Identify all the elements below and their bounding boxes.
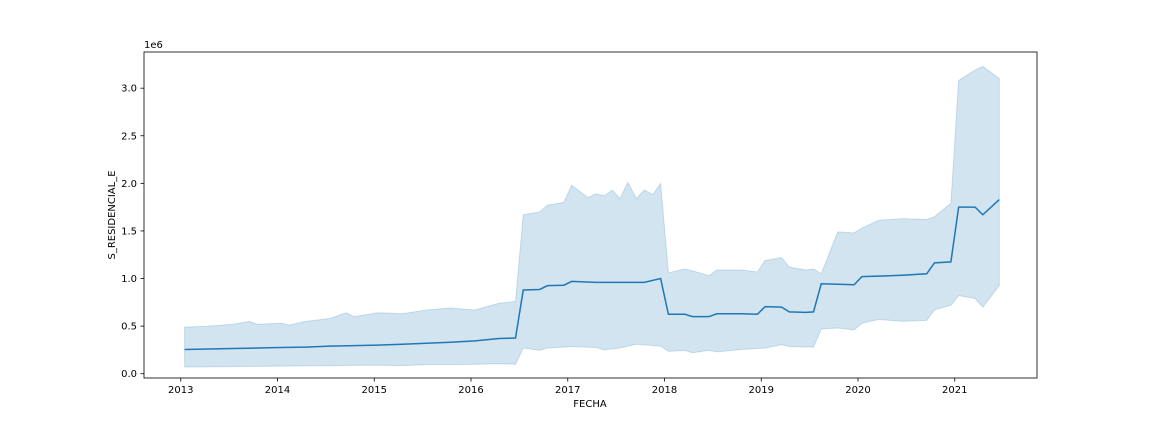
y-tick-label: 0.5 (121, 322, 137, 333)
plot-area (184, 65, 1000, 368)
y-tick-label: 2.0 (121, 179, 137, 190)
x-tick-label: 2016 (458, 385, 483, 396)
mean-line (184, 198, 1000, 351)
y-tick-label: 3.0 (121, 84, 137, 95)
y-offset-label: 1e6 (144, 40, 163, 51)
x-tick-label: 2015 (362, 385, 387, 396)
confidence-band (184, 65, 1000, 368)
y-tick-label: 1.5 (121, 226, 137, 237)
axes-frame (143, 51, 1038, 379)
x-tick-label: 2017 (555, 385, 580, 396)
y-axis-label: S_RESIDENCIAL_E (107, 170, 118, 259)
x-tick-label: 2019 (749, 385, 774, 396)
x-tick-label: 2020 (845, 385, 870, 396)
x-tick-label: 2013 (168, 385, 193, 396)
x-axis: 2013 2014 2015 2016 2017 2018 2019 2020 2021 (168, 378, 967, 396)
x-tick-label: 2021 (942, 385, 967, 396)
x-axis-label: FECHA (573, 399, 607, 410)
y-tick-label: 2.5 (121, 131, 137, 142)
y-tick-label: 0.0 (121, 369, 137, 380)
y-axis: 0.0 0.5 1.0 1.5 2.0 2.5 3.0 (121, 84, 144, 380)
x-tick-label: 2014 (265, 385, 290, 396)
y-tick-label: 1.0 (121, 274, 137, 285)
x-tick-label: 2018 (652, 385, 677, 396)
